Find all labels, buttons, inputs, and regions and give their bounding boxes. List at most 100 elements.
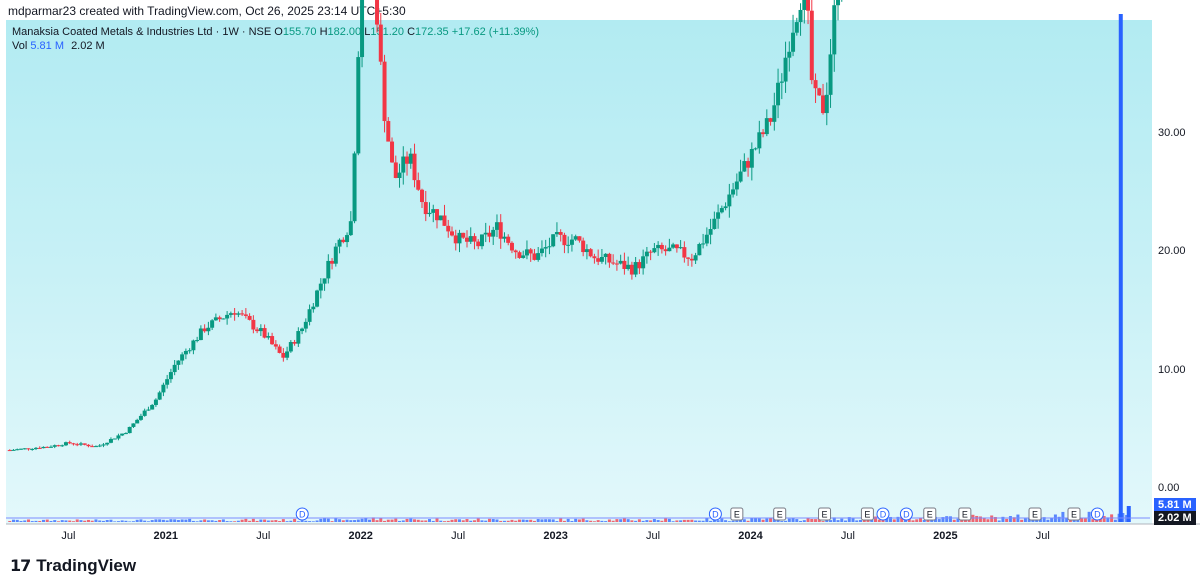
volume-bar [113,521,117,522]
earnings-marker-icon [860,507,874,521]
volume-bar [416,519,420,522]
volume-bar [664,518,668,522]
candle [243,314,248,316]
volume-bar [727,521,731,522]
volume-bar [1126,506,1131,522]
volume-bar [304,520,308,522]
candle [626,264,631,269]
price-axis[interactable] [1152,20,1200,524]
volume-bar [577,519,581,522]
candle [644,251,649,257]
candle [543,247,548,249]
candle [183,350,188,355]
candle [330,260,335,264]
volume-bar [86,519,90,522]
volume-bar [746,520,750,522]
volume-bar [274,520,278,522]
candle [524,249,529,256]
candle [708,229,713,235]
candle [742,161,747,172]
candle [315,290,320,307]
candle [532,253,537,260]
y-tick-label: 0.00 [1158,482,1180,494]
volume-bar [922,520,926,522]
candle [262,328,267,338]
volume-bar [480,520,484,522]
candle [536,253,541,260]
earnings-marker-icon [958,507,972,521]
candle [487,232,492,237]
volume-bar [506,520,510,522]
volume-bar [315,520,319,522]
volume-bar [158,519,162,522]
candle [757,132,762,149]
candle [596,258,601,262]
volume-bar [139,519,143,522]
candle [360,0,365,58]
volume-bar [1080,517,1084,522]
volume-bar [206,520,210,522]
candle [153,399,158,405]
volume-bar [510,519,514,522]
volume-bar [289,520,293,522]
volume-bar [570,520,574,522]
volume-bar [735,520,739,522]
candle [386,121,391,142]
earnings-marker-icon [730,507,744,521]
dividend-marker-icon [708,507,722,521]
volume-bar [859,519,863,522]
candle [285,351,290,358]
candle [607,253,612,263]
volume-bar [233,521,237,522]
candle [75,444,80,446]
x-tick-label: Jul [646,530,661,542]
volume-bar [375,520,379,522]
volume-bar [1106,517,1110,522]
candle [281,352,286,358]
candle [674,244,679,249]
candle [251,319,256,330]
volume-bar [169,519,173,522]
candle [727,194,732,207]
volume-bar [686,519,690,522]
earnings-marker-icon [1028,507,1042,521]
volume-bar [844,520,848,522]
volume-bar [694,520,698,522]
volume-bar [997,520,1001,522]
volume-bar [15,519,19,522]
candle [622,260,627,269]
volume-bar [1065,518,1069,522]
dividend-marker-label: D [712,510,719,520]
candle [637,262,642,269]
volume-bar [469,520,473,522]
volume-bar [75,519,79,522]
candle [716,212,721,219]
candle [569,239,574,245]
candle [828,54,833,95]
volume-bar [229,521,233,522]
candle [56,445,61,447]
tradingview-logo[interactable]: 𝟭𝟳 TradingView [10,556,136,576]
volume-bar [191,520,195,522]
volume-bar [645,520,649,522]
volume-bar [956,518,960,522]
candle [479,234,484,247]
candle [101,444,106,446]
plot-area[interactable] [6,20,1152,524]
volume-bar [26,519,30,522]
candle [405,156,410,164]
candle [712,218,717,230]
candle [517,252,522,258]
candle [112,438,117,440]
candle [776,82,781,106]
candle [431,209,436,213]
volume-bar [630,520,634,522]
volume-tag: 5.81 M [1154,498,1196,512]
candle [442,215,447,226]
volume-bar [761,519,765,522]
volume-bar [754,518,758,522]
candle [491,229,496,237]
dividend-marker-label: D [299,510,306,520]
volume-bar [255,520,259,522]
volume-bar [435,518,439,522]
